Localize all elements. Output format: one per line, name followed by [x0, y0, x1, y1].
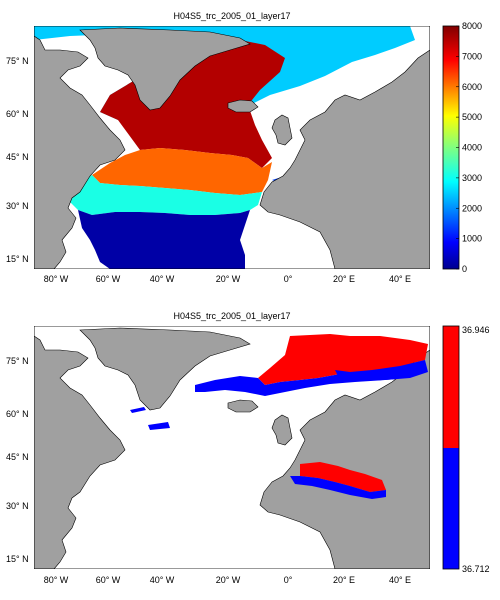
- field-region-north-atlantic-subpolar: [100, 40, 285, 168]
- panel-1-x-axis: 80° W 60° W 40° W 20° W 0° 20° E 40° E: [44, 274, 411, 284]
- panel-2-colorbar-max-label: 36.946: [462, 325, 490, 335]
- panel-1-ytick-4: 75° N: [6, 56, 29, 66]
- panel-2-plot-area: [34, 326, 430, 569]
- panel-2-colorbar-min-label: 36.712: [462, 564, 490, 574]
- panel-1-xtick-3: 20° W: [216, 274, 241, 284]
- field-region-mid-latitude-atlantic: [92, 148, 272, 195]
- panel-1: H04S5_trc_2005_01_layer17 80°: [6, 11, 482, 284]
- panel-1-ytick-2: 45° N: [6, 152, 29, 162]
- panel-2-xtick-4: 0°: [284, 575, 293, 585]
- panel-1-colorbar-ticks: 0 1000 2000 3000 4000 5000 6000 7000 8000: [456, 21, 482, 274]
- land-europe-africa-asia: [259, 26, 430, 269]
- field-region-nordic-north-overlay: [335, 336, 428, 372]
- land-north-america: [34, 26, 126, 269]
- panel-2-xtick-3: 20° W: [216, 575, 241, 585]
- colorbar-tick-label: 4000: [462, 143, 482, 153]
- panel-1-ytick-3: 60° N: [6, 109, 29, 119]
- colorbar-tick-label: 8000: [462, 21, 482, 31]
- land-north-america-2: [34, 326, 126, 569]
- land-greenland: [79, 27, 251, 111]
- panel-2-xtick-1: 60° W: [96, 575, 121, 585]
- panel-2-colorbar-low: [443, 448, 459, 569]
- panel-2-ytick-2: 45° N: [6, 452, 29, 462]
- panel-2: H04S5_trc_2005_01_layer17: [6, 311, 490, 585]
- panel-2-ytick-4: 75° N: [6, 356, 29, 366]
- panel-1-xtick-2: 40° W: [150, 274, 175, 284]
- field-region-tropical-atlantic-south: [78, 210, 250, 269]
- colorbar-tick-label: 5000: [462, 112, 482, 122]
- panel-1-xtick-0: 80° W: [44, 274, 69, 284]
- field-region-nordic-seas-south: [195, 362, 425, 396]
- panel-2-xtick-0: 80° W: [44, 575, 69, 585]
- panel-1-ytick-1: 30° N: [6, 201, 29, 211]
- land-greenland-2: [79, 327, 251, 411]
- panel-2-colorbar-frame: [442, 325, 460, 570]
- panel-1-xtick-6: 40° E: [389, 274, 411, 284]
- colorbar-tick-label: 6000: [462, 82, 482, 92]
- panel-2-colorbar-high: [443, 326, 459, 448]
- panel-1-xtick-5: 20° E: [333, 274, 355, 284]
- field-region-labrador-strip: [130, 407, 146, 413]
- field-region-subtropical-atlantic: [68, 175, 262, 215]
- land-iceland: [227, 99, 259, 113]
- panel-2-ytick-0: 15° N: [6, 554, 29, 564]
- panel-1-plot-area: [34, 26, 430, 269]
- colorbar-tick-label: 3000: [462, 173, 482, 183]
- field-region-labrador-strip-2: [148, 422, 170, 430]
- panel-2-xtick-5: 20° E: [333, 575, 355, 585]
- panel-2-x-axis: 80° W 60° W 40° W 20° W 0° 20° E 40° E: [44, 575, 411, 585]
- field-region-nordic-south-overlay: [335, 360, 428, 381]
- panel-2-land: [34, 326, 430, 569]
- land-british-isles-2: [271, 414, 293, 446]
- panel-1-title: H04S5_trc_2005_01_layer17: [173, 11, 290, 21]
- colorbar-tick-label: 2000: [462, 203, 482, 213]
- panel-1-xtick-4: 0°: [284, 274, 293, 284]
- panel-2-field-overlay: [290, 336, 428, 499]
- colorbar-tick-label: 0: [462, 264, 467, 274]
- panel-1-y-axis: 15° N 30° N 45° N 60° N 75° N: [6, 56, 29, 264]
- panel-2-y-axis: 15° N 30° N 45° N 60° N 75° N: [6, 356, 29, 564]
- land-europe-africa-asia-2: [259, 326, 430, 569]
- panel-1-land: [34, 26, 430, 269]
- panel-1-colorbar: 0 1000 2000 3000 4000 5000 6000 7000 8000: [442, 21, 482, 274]
- colorbar-tick-label: 7000: [462, 51, 482, 61]
- land-iceland-2: [227, 399, 259, 413]
- panel-2-xtick-6: 40° E: [389, 575, 411, 585]
- panel-2-title: H04S5_trc_2005_01_layer17: [173, 311, 290, 321]
- panel-2-ytick-1: 30° N: [6, 501, 29, 511]
- field-region-mediterranean-north-overlay: [300, 462, 386, 492]
- panel-1-xtick-1: 60° W: [96, 274, 121, 284]
- panel-2-colorbar: 36.946 36.712: [442, 325, 490, 574]
- land-british-isles: [271, 114, 293, 146]
- field-region-mediterranean-south-overlay: [290, 476, 386, 499]
- colorbar-tick-label: 1000: [462, 234, 482, 244]
- panel-2-xtick-2: 40° W: [150, 575, 175, 585]
- panel-1-ytick-0: 15° N: [6, 254, 29, 264]
- panel-2-ytick-3: 60° N: [6, 409, 29, 419]
